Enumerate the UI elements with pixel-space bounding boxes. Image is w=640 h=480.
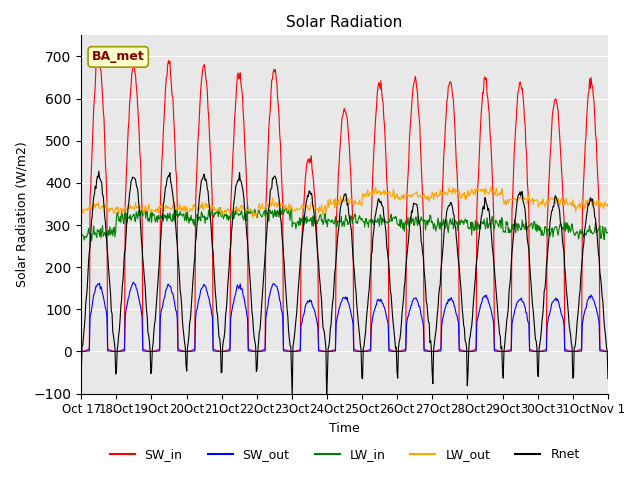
Rnet [223,296,231,302]
SW_in [87,183,95,189]
SW_out [78,348,86,354]
LW_out [141,204,149,209]
LW_out [223,209,230,215]
SW_out [410,296,418,301]
LW_out [87,204,95,210]
SW_in [95,56,102,61]
SW_in [77,348,85,354]
Line: SW_out: SW_out [81,282,608,351]
LW_out [77,207,85,213]
LW_in [77,232,85,238]
Line: LW_out: LW_out [81,187,608,217]
SW_out [196,292,204,298]
Rnet [87,231,95,237]
LW_in [142,216,150,221]
SW_in [142,348,150,353]
X-axis label: Time: Time [329,422,360,435]
Rnet [323,395,330,400]
SW_in [409,84,417,90]
LW_out [424,193,432,199]
LW_in [88,238,95,244]
LW_in [426,219,433,225]
LW_out [487,184,495,190]
Rnet [95,168,102,174]
SW_out [129,279,137,285]
Line: LW_in: LW_in [81,205,608,241]
LW_out [249,215,257,220]
SW_out [604,348,612,354]
SW_in [195,118,203,123]
Y-axis label: Solar Radiation (W/m2): Solar Radiation (W/m2) [15,142,28,288]
Rnet [426,320,433,326]
Title: Solar Radiation: Solar Radiation [287,15,403,30]
SW_out [143,348,150,354]
LW_in [195,215,203,220]
SW_out [88,307,95,313]
LW_out [195,204,202,210]
Line: SW_in: SW_in [81,59,608,351]
Rnet [77,370,85,376]
Rnet [195,197,203,203]
Text: BA_met: BA_met [92,50,145,63]
Rnet [604,376,612,382]
SW_in [424,348,432,354]
SW_out [224,348,232,354]
SW_out [77,348,85,354]
Rnet [142,295,150,300]
SW_in [223,348,231,353]
LW_out [409,192,417,198]
Rnet [410,200,418,206]
LW_in [410,223,418,228]
LW_in [604,229,612,235]
LW_in [244,202,252,208]
Legend: SW_in, SW_out, LW_in, LW_out, Rnet: SW_in, SW_out, LW_in, LW_out, Rnet [104,443,584,466]
LW_out [604,203,612,209]
LW_in [223,216,231,222]
Line: Rnet: Rnet [81,171,608,397]
SW_in [604,348,612,354]
SW_out [426,348,433,354]
LW_in [87,232,95,238]
